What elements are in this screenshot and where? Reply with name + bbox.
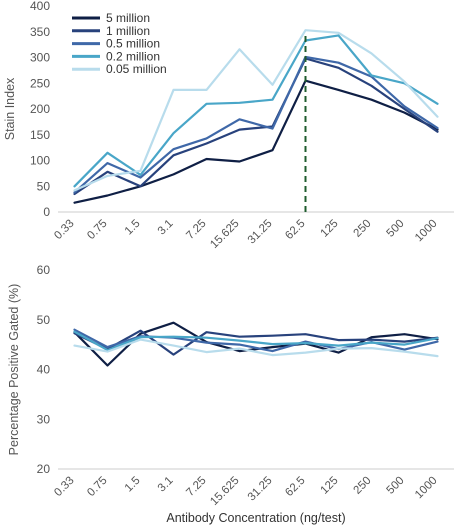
- top-x-tick-label: 15.625: [208, 218, 241, 251]
- top-series-line-0-5-million: [73, 55, 439, 194]
- top-x-tick-label: 3.1: [156, 218, 176, 238]
- top-y-tick-label: 50: [37, 179, 51, 193]
- top-x-tick-label: 1000: [413, 218, 440, 245]
- bottom-y-axis-label: Percentage Positive Gated (%): [7, 284, 21, 456]
- top-y-tick-label: 300: [30, 51, 50, 65]
- top-x-tick-label: 0.75: [85, 218, 109, 242]
- top-y-axis-label: Stain Index: [3, 77, 17, 140]
- bottom-x-tick-label: 125: [319, 475, 341, 497]
- bottom-y-tick-label: 60: [37, 263, 51, 277]
- top-x-tick-label: 1.5: [123, 218, 143, 238]
- top-x-tick-label: 0.33: [52, 218, 76, 242]
- bottom-x-tick-label: 15.625: [208, 475, 241, 508]
- top-y-tick-label: 0: [43, 205, 50, 219]
- top-x-tick-label: 500: [385, 218, 407, 240]
- top-series-line-1-million: [73, 57, 439, 196]
- top-y-tick-label: 100: [30, 154, 50, 168]
- legend-label: 1 million: [106, 24, 150, 38]
- legend-label: 0.5 million: [106, 37, 160, 51]
- bottom-series-line-0-2-million: [73, 330, 439, 352]
- top-y-tick-label: 150: [30, 128, 50, 142]
- top-x-tick-label: 125: [319, 218, 341, 240]
- bottom-x-axis-label: Antibody Concentration (ng/test): [166, 511, 345, 525]
- top-y-tick-label: 200: [30, 102, 50, 116]
- top-x-tick-label: 250: [352, 218, 374, 240]
- bottom-series-line-1-million: [73, 329, 439, 356]
- top-series-line-0-05-million: [73, 29, 439, 192]
- bottom-x-tick-label: 1000: [413, 475, 440, 502]
- bottom-x-tick-label: 0.33: [52, 475, 76, 499]
- bottom-y-tick-label: 50: [37, 313, 51, 327]
- bottom-x-tick-label: 62.5: [283, 475, 307, 499]
- bottom-x-tick-label: 1.5: [123, 475, 143, 495]
- top-x-tick-label: 31.25: [246, 218, 275, 247]
- bottom-y-tick-label: 30: [37, 412, 51, 426]
- bottom-x-tick-label: 250: [352, 475, 374, 497]
- bottom-series-line-0-05-million: [73, 338, 439, 358]
- legend-label: 5 million: [106, 11, 150, 25]
- legend-label: 0.05 million: [106, 62, 167, 76]
- legend-label: 0.2 million: [106, 49, 160, 63]
- bottom-x-tick-label: 0.75: [85, 475, 109, 499]
- top-series-line-5-million: [73, 79, 439, 204]
- top-y-tick-label: 350: [30, 25, 50, 39]
- bottom-x-tick-label: 7.25: [184, 475, 208, 499]
- bottom-x-tick-label: 3.1: [156, 475, 176, 495]
- top-y-tick-label: 250: [30, 76, 50, 90]
- top-y-tick-label: 400: [30, 0, 50, 13]
- top-x-tick-label: 62.5: [283, 218, 307, 242]
- bottom-x-tick-label: 500: [385, 475, 407, 497]
- bottom-y-tick-label: 40: [37, 363, 51, 377]
- top-x-tick-label: 7.25: [184, 218, 208, 242]
- bottom-y-tick-label: 20: [37, 462, 51, 476]
- bottom-x-tick-label: 31.25: [246, 475, 275, 504]
- percent-positive-chart: 20 30 40 50 60 0.33 0.75 1.5 3.1 7.25 15.625 31.25 6…: [7, 263, 454, 525]
- stain-index-chart: 0 50 100 150 200 250 300 350 400 0.33 0.75 1.5 3.1 7.…: [3, 0, 454, 251]
